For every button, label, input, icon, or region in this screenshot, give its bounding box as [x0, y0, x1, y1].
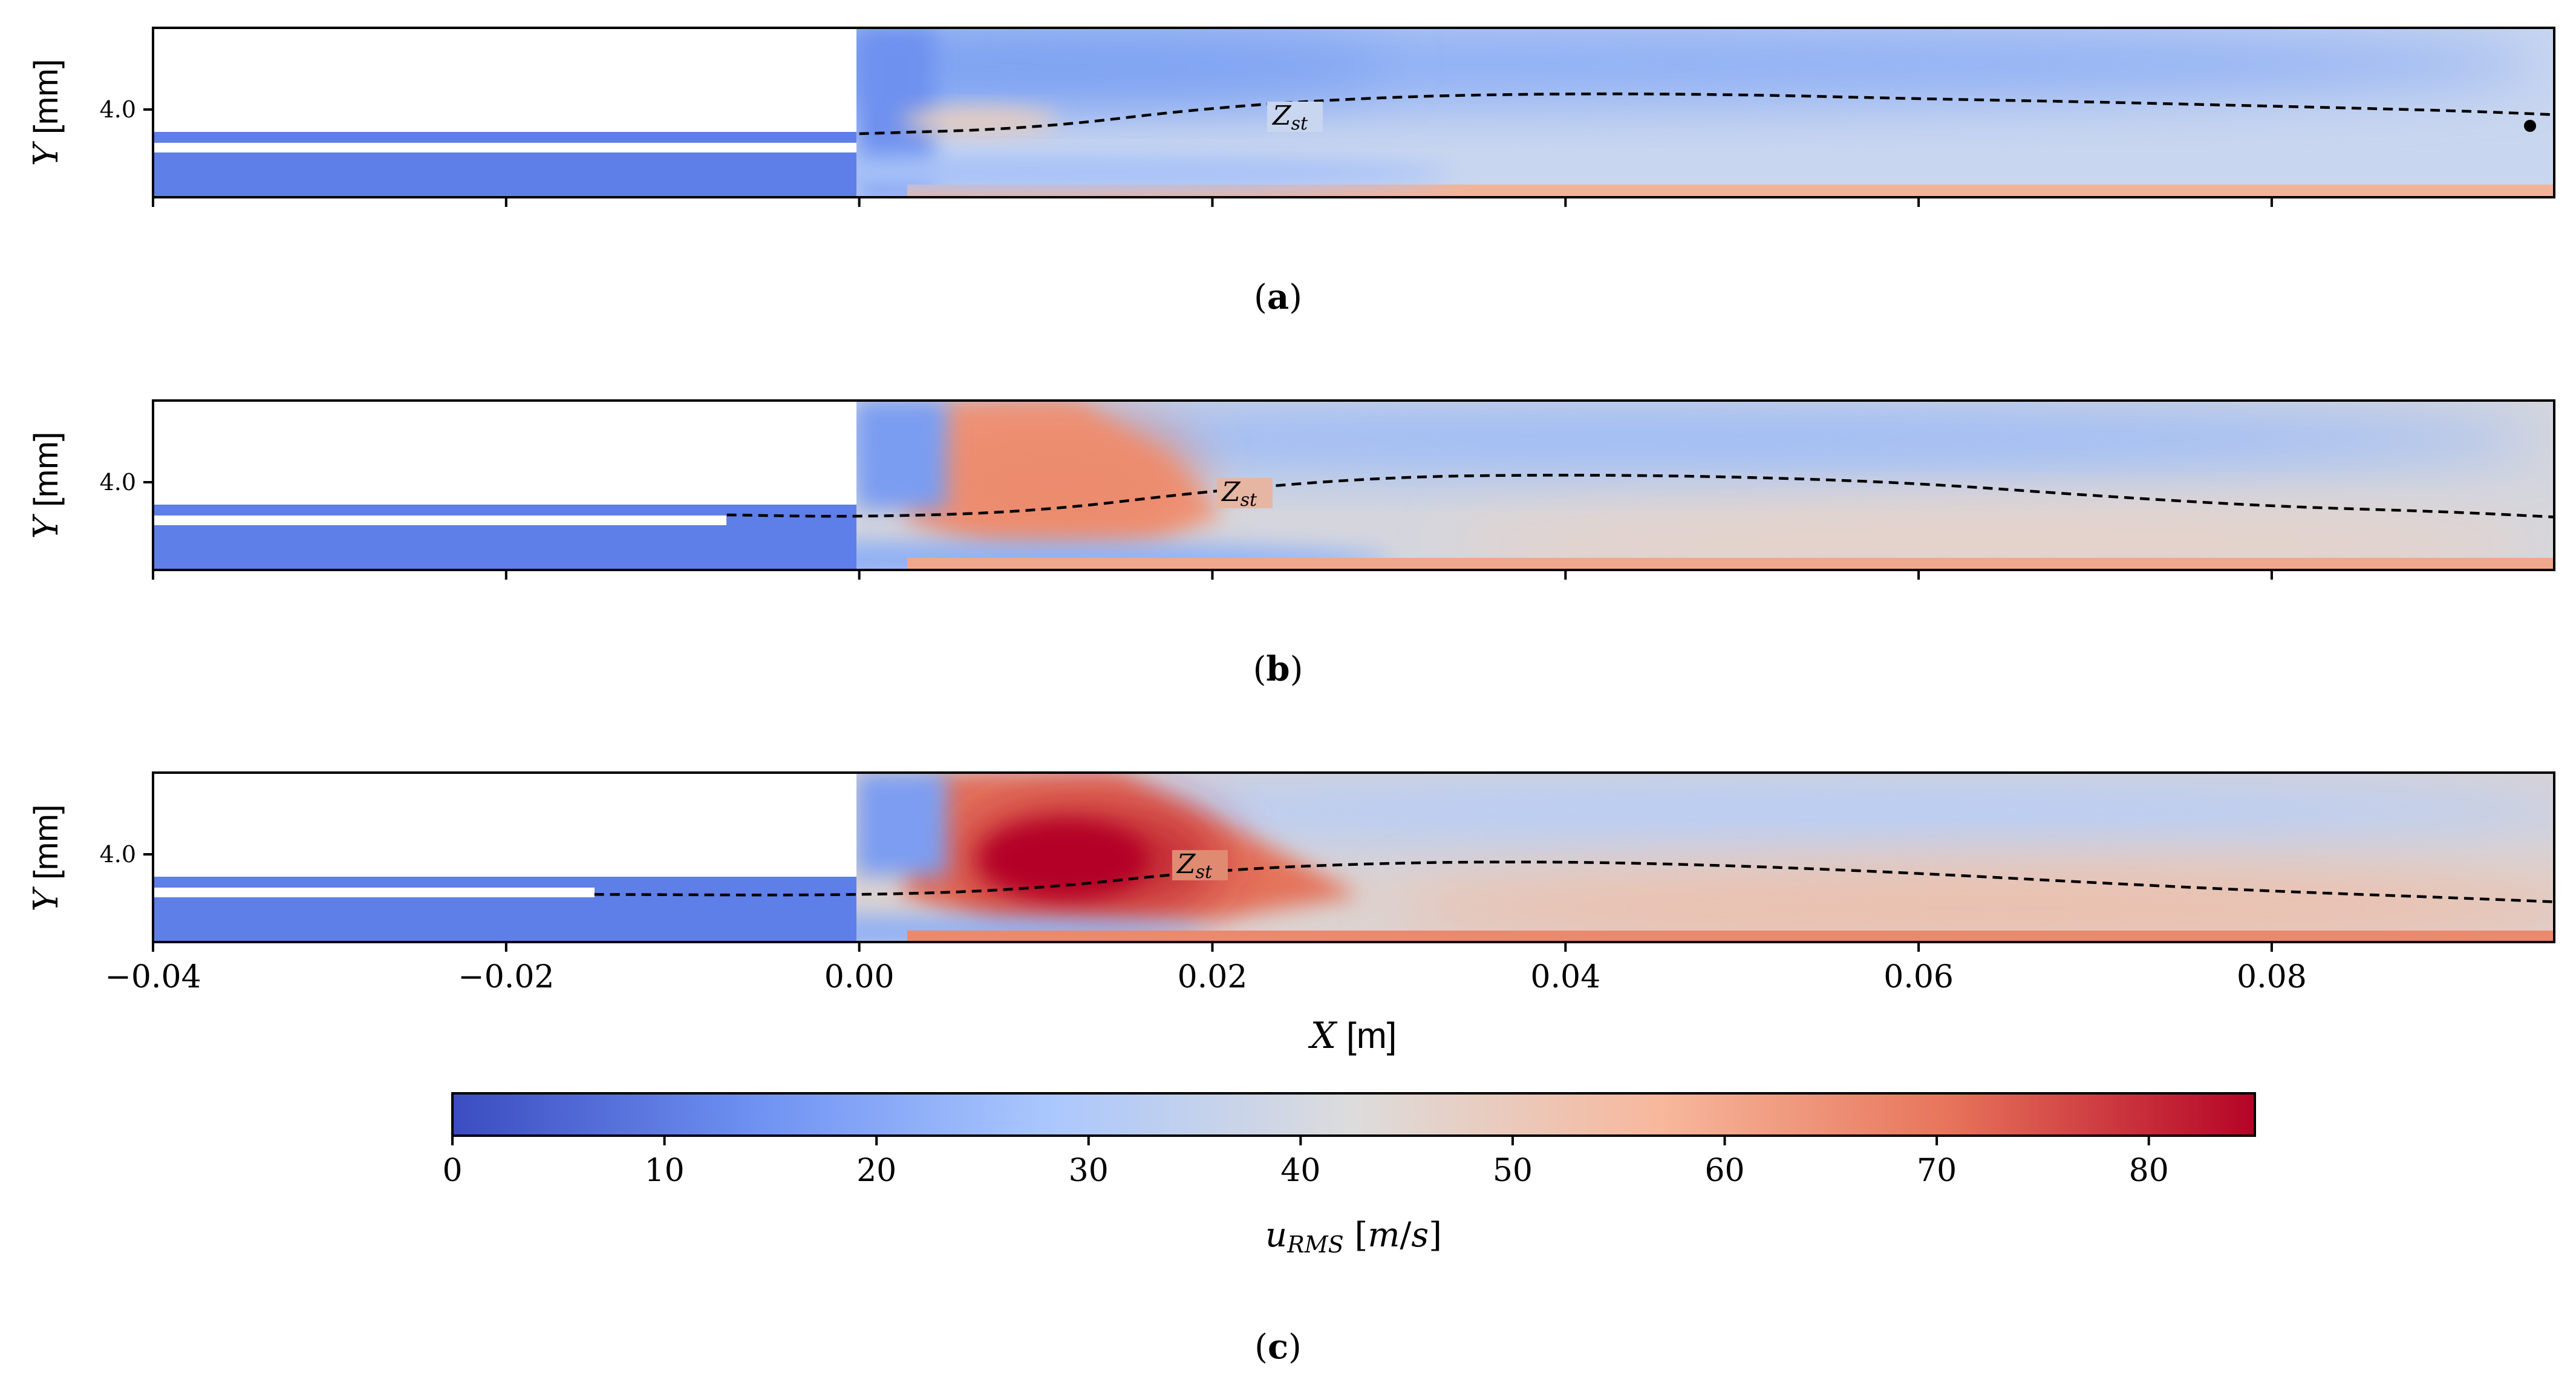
panel-b-stoich-label-group: Zst: [1217, 477, 1273, 511]
panel-a: [153, 28, 2554, 197]
panel-c-stoich-line: [594, 860, 2555, 903]
panel-c-y-tick-label: 4.0: [100, 841, 136, 868]
panel-a-y-axis-label: Y [mm]: [27, 59, 66, 166]
panel-c-label: (c): [1254, 1327, 1302, 1367]
colorbar: [451, 1092, 2256, 1137]
panel-b-label: (b): [1253, 649, 1303, 689]
panel-c-y-axis-label: Y [mm]: [27, 805, 66, 912]
colorbar-tick-label: 50: [1493, 1153, 1533, 1189]
panel-a-stoich-label-group: Zst: [1267, 100, 1323, 134]
panel-c-frame: [152, 771, 2555, 943]
colorbar-tick-label: 70: [1917, 1153, 1957, 1189]
panel-a-y-tick-label: 4.0: [100, 96, 136, 123]
colorbar-ticks: 0 10 20 30 40 50 60 70 80: [442, 1136, 2169, 1189]
panel-a-label: (a): [1254, 277, 1302, 317]
x-tick-label: −0.04: [105, 959, 201, 995]
x-ticks: −0.04 −0.02 0.00 0.02 0.04 0.06 0.08: [105, 197, 2307, 995]
panel-b-y-axis-label: Y [mm]: [27, 432, 66, 539]
x-tick-label: 0.00: [824, 959, 895, 995]
panel-b-y-tick-label: 4.0: [100, 469, 136, 496]
colorbar-tick-label: 30: [1069, 1153, 1109, 1189]
x-tick-label: 0.06: [1883, 959, 1954, 995]
colorbar-tick-label: 0: [442, 1153, 462, 1189]
x-axis-label: X [m]: [1308, 1015, 1397, 1057]
colorbar-tick-label: 10: [645, 1153, 685, 1189]
x-tick-label: −0.02: [458, 959, 554, 995]
panel-b: [153, 401, 2554, 570]
panel-c-stoich-label-group: Zst: [1172, 849, 1228, 883]
panel-a-end-marker: [2524, 120, 2536, 132]
panel-c: [153, 773, 2554, 942]
panel-a-frame: [152, 27, 2555, 198]
x-tick-label: 0.02: [1178, 959, 1248, 995]
x-tick-label: 0.04: [1530, 959, 1600, 995]
colorbar-tick-label: 20: [856, 1153, 896, 1189]
colorbar-tick-label: 80: [2129, 1153, 2169, 1189]
panel-b-frame: [152, 399, 2555, 571]
panel-a-stoich-line: [859, 92, 2555, 136]
colorbar-tick-label: 60: [1704, 1153, 1744, 1189]
x-tick-label: 0.08: [2237, 959, 2307, 995]
colorbar-label: uRMS [m/s]: [1265, 1216, 1442, 1258]
colorbar-tick-label: 40: [1280, 1153, 1320, 1189]
